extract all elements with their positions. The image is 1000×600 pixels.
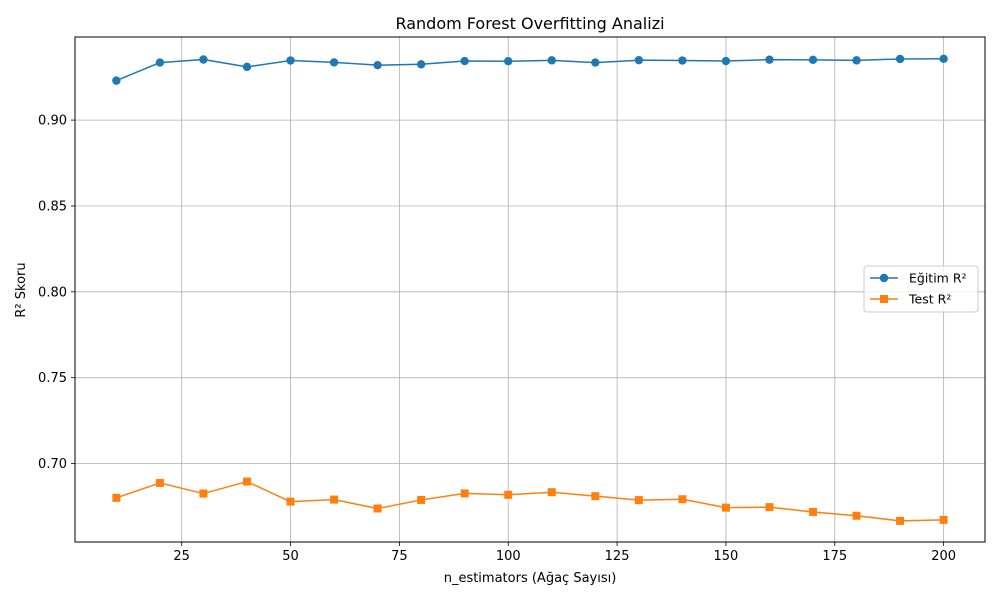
data-point-test <box>634 496 643 505</box>
data-point-train <box>416 60 426 69</box>
data-point-test <box>242 477 251 486</box>
x-axis-title: n_estimators (Ağaç Sayısı) <box>444 571 617 586</box>
data-point-test <box>852 511 861 520</box>
data-point-train <box>329 58 339 67</box>
data-point-train <box>373 60 382 70</box>
data-point-train <box>895 54 905 64</box>
axis-ticks: 25 50 75 100 125 150 175 200 0.70 0.75 0.80 0.85 0.9… <box>38 114 956 564</box>
data-point-test <box>591 492 600 501</box>
chart-title: Random Forest Overfitting Analizi <box>395 14 664 33</box>
data-point-test <box>678 495 687 504</box>
data-point-test <box>373 504 382 513</box>
x-tick-label: 150 <box>714 549 739 564</box>
data-point-test <box>460 489 469 498</box>
x-tick-label: 50 <box>282 549 299 564</box>
x-tick-label: 125 <box>605 549 630 564</box>
y-tick-label: 0.80 <box>38 285 67 300</box>
data-point-train <box>591 58 600 67</box>
data-point-test <box>765 503 774 512</box>
data-point-train <box>678 56 687 65</box>
series-layer <box>112 54 948 525</box>
x-tick-label: 25 <box>173 549 190 564</box>
data-point-train <box>286 56 295 65</box>
data-point-train <box>852 56 861 65</box>
legend-label-test: Test R² <box>908 292 951 307</box>
data-point-test <box>809 507 818 516</box>
y-tick-label: 0.85 <box>38 199 67 214</box>
legend-label-train: Eğitim R² <box>909 271 967 286</box>
data-point-test <box>199 489 208 498</box>
data-point-test <box>896 516 905 525</box>
legend-marker-test <box>880 295 888 303</box>
data-point-train <box>112 76 121 85</box>
y-tick-label: 0.70 <box>38 457 67 472</box>
data-point-train <box>634 55 644 65</box>
data-point-train <box>242 62 252 72</box>
data-point-test <box>330 495 339 504</box>
data-point-test <box>417 495 426 504</box>
y-tick-label: 0.90 <box>38 114 67 129</box>
data-point-test <box>939 515 948 524</box>
y-axis-title: R² Skoru <box>14 262 29 317</box>
series-line-train <box>116 58 944 82</box>
data-point-train <box>199 55 208 64</box>
x-tick-label: 200 <box>931 549 956 564</box>
data-point-test <box>286 497 295 506</box>
series-line-test <box>116 480 944 522</box>
x-tick-label: 175 <box>822 549 847 564</box>
x-tick-label: 100 <box>496 549 521 564</box>
plot-area-frame <box>74 36 986 543</box>
legend-marker-train <box>879 273 889 283</box>
data-point-test <box>112 493 121 502</box>
y-tick-label: 0.75 <box>38 371 67 386</box>
data-point-test <box>155 478 164 487</box>
data-point-train <box>721 56 731 66</box>
x-tick-label: 75 <box>391 549 408 564</box>
data-point-test <box>547 488 556 497</box>
grid-lines <box>75 37 985 542</box>
data-point-train <box>504 57 513 66</box>
data-point-train <box>939 54 948 64</box>
data-point-test <box>504 490 513 499</box>
data-point-train <box>808 55 818 65</box>
data-point-test <box>721 503 730 512</box>
data-point-train <box>547 56 556 65</box>
data-point-train <box>765 55 774 64</box>
legend: Eğitim R² Test R² <box>863 265 979 313</box>
data-point-train <box>460 56 469 66</box>
data-point-train <box>155 58 165 67</box>
